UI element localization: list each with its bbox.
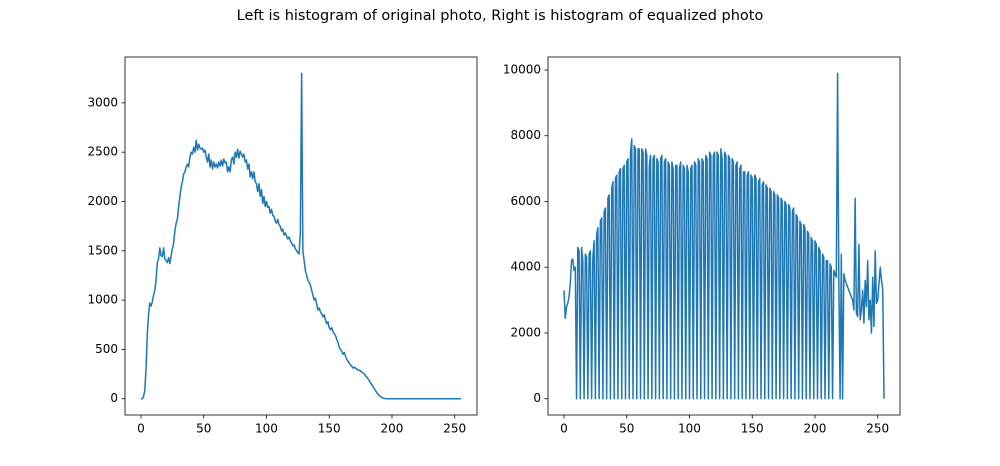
x-tick-label: 250 [443, 422, 466, 436]
y-tick-label: 6000 [510, 194, 541, 208]
y-tick-label: 2000 [510, 325, 541, 339]
x-tick-label: 100 [678, 422, 701, 436]
x-tick-label: 250 [866, 422, 889, 436]
y-tick-label: 2000 [87, 194, 118, 208]
y-tick-label: 2500 [87, 145, 118, 159]
axes-frame [124, 56, 478, 416]
data-line [141, 72, 461, 400]
y-tick-label: 10000 [503, 62, 541, 76]
y-tick-label: 4000 [510, 260, 541, 274]
y-tick-label: 0 [110, 391, 118, 405]
y-tick-label: 500 [95, 342, 118, 356]
x-tick-label: 100 [255, 422, 278, 436]
y-tick-label: 0 [533, 391, 541, 405]
axes-frame [547, 56, 901, 416]
y-tick-label: 3000 [87, 95, 118, 109]
x-tick-label: 150 [318, 422, 341, 436]
x-tick-label: 0 [137, 422, 145, 436]
x-tick-label: 150 [741, 422, 764, 436]
y-tick-label: 1500 [87, 243, 118, 257]
y-tick-label: 8000 [510, 128, 541, 142]
x-tick-label: 50 [196, 422, 211, 436]
data-line [563, 72, 885, 400]
x-tick-label: 50 [619, 422, 634, 436]
x-tick-label: 200 [381, 422, 404, 436]
y-tick-label: 1000 [87, 293, 118, 307]
x-tick-label: 0 [560, 422, 568, 436]
x-tick-label: 200 [804, 422, 827, 436]
figure-title: Left is histogram of original photo, Rig… [237, 8, 764, 24]
